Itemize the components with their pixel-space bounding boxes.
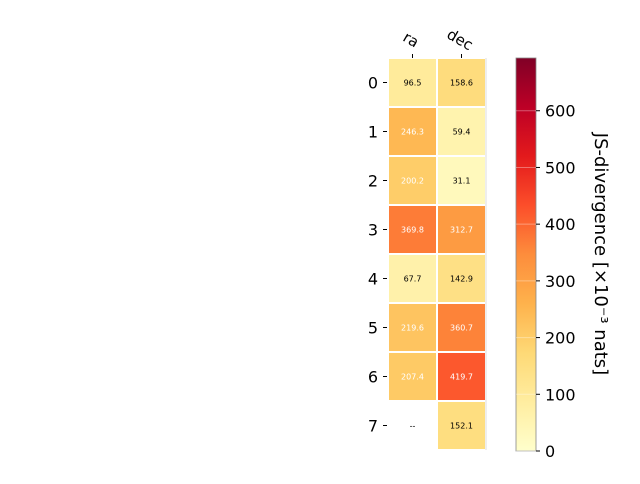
cell-value-label: 31.1 [453,177,471,186]
row-label: 6 [368,368,378,387]
row-label: 5 [368,319,378,338]
colorbar: 0 100 200 300 400 500 600 JS-divergence [×10⁻³… [515,57,611,461]
colorbar-ticks: 0 100 200 300 400 500 600 [516,102,576,461]
row-label: 7 [368,417,378,436]
cell-value-label: 59.4 [453,128,471,137]
cell-value-label: 369.8 [401,226,424,235]
cell-value-label: 419.7 [450,373,473,382]
cell-value-label: 219.6 [401,324,424,333]
colorbar-gradient [515,57,537,452]
heatmap-cell [389,59,436,106]
heatmap-cell [389,206,436,253]
heatmap-cell [438,206,485,253]
colorbar-tick-label: 400 [545,215,576,234]
heatmap-cell [438,59,485,106]
row-label: 1 [368,123,378,142]
heatmap-cell [389,304,436,351]
cell-value-label: 360.7 [450,324,473,333]
colorbar-tick-label: 200 [545,329,576,348]
cell-value-label: 152.1 [450,422,473,431]
colorbar-tick-label: 100 [545,385,576,404]
cell-value-label: 207.4 [401,373,424,382]
column-labels: ra dec [400,25,476,58]
colorbar-tick-label: 300 [545,272,576,291]
cell-value-label: 158.6 [450,79,473,88]
heatmap-cell [438,304,485,351]
colorbar-tick-label: 0 [545,442,555,461]
cell-value-label: 67.7 [404,275,422,284]
heatmap-cell [438,157,485,204]
row-label: 4 [368,270,378,289]
heatmap-cell [438,255,485,302]
heatmap-cells: 96.5 158.6 246.3 59.4 200.2 31.1 369.8 312.7 67.… [389,58,487,450]
row-label: 2 [368,172,378,191]
column-label: dec [444,25,476,54]
heatmap-cell [438,353,485,400]
cell-value-label: 312.7 [450,226,473,235]
heatmap-cell [389,157,436,204]
row-label: 3 [368,221,378,240]
colorbar-label: JS-divergence [×10⁻³ nats] [590,132,611,375]
row-labels: 0 1 2 3 4 5 6 7 [368,74,387,436]
cell-value-label: -- [410,422,416,431]
heatmap-cell [389,353,436,400]
cell-value-label: 200.2 [401,177,424,186]
colorbar-tick-label: 500 [545,158,576,177]
heatmap-cell [438,402,485,449]
colorbar-tick-label: 600 [545,102,576,121]
column-label: ra [400,28,422,51]
cell-value-label: 246.3 [401,128,424,137]
heatmap-cell [389,108,436,155]
heatmap-cell [438,108,485,155]
cell-value-label: 96.5 [404,79,422,88]
heatmap-cell [389,255,436,302]
row-label: 0 [368,74,378,93]
cell-value-label: 142.9 [450,275,473,284]
